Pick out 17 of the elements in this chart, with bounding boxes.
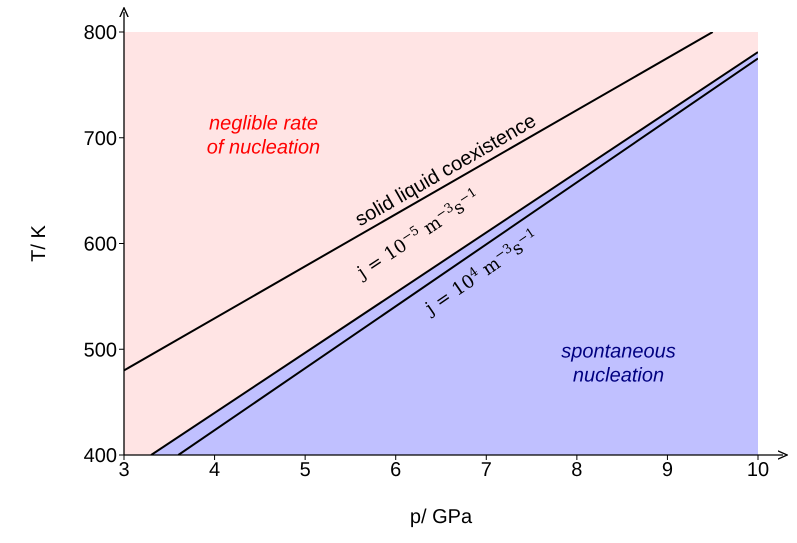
y-tick-label: 700: [84, 128, 117, 150]
x-tick-label: 6: [390, 459, 402, 482]
x-tick-label: 5: [300, 459, 311, 482]
y-tick-label: 500: [84, 339, 117, 362]
y-tick-label: 400: [84, 445, 117, 468]
x-tick-label: 4: [209, 459, 220, 482]
annotation: neglible rate of nucleation: [206, 112, 320, 158]
annotation: spontaneous nucleation: [561, 340, 676, 387]
y-tick-label: 800: [84, 22, 117, 44]
x-tick-label: 7: [480, 459, 492, 482]
x-tick-label: 10: [746, 459, 770, 482]
y-tick-label: 600: [84, 234, 117, 256]
y-axis-title: T/ K: [28, 224, 50, 262]
x-tick-label: 8: [571, 459, 582, 482]
x-axis-title: p/ GPa: [410, 506, 473, 528]
x-tick-label: 3: [118, 459, 130, 482]
x-tick-label: 9: [662, 459, 673, 482]
